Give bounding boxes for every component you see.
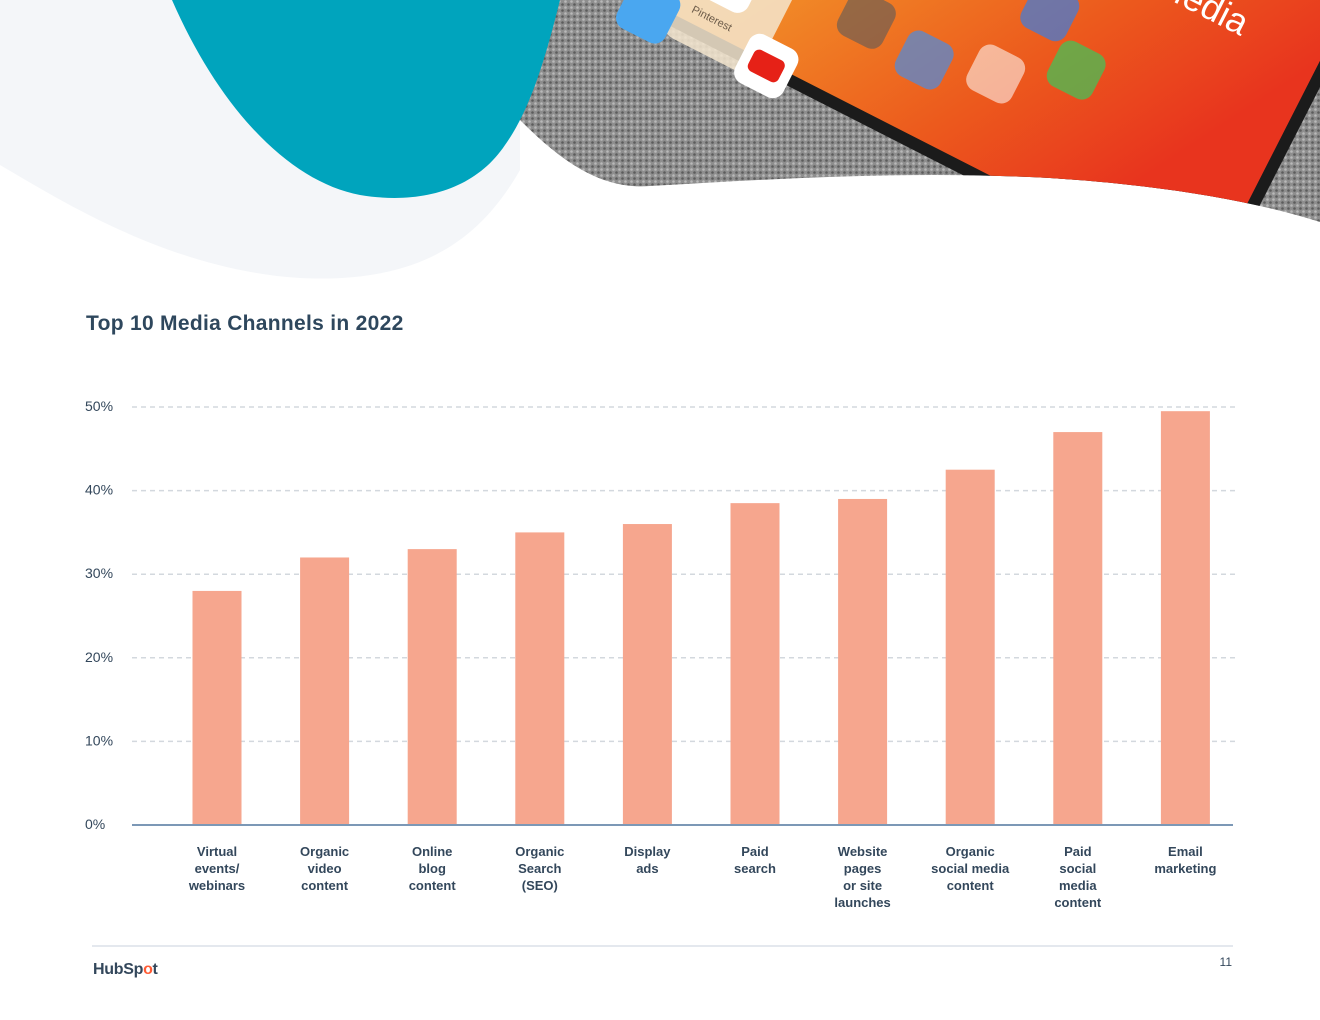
x-tick-label-line: search	[734, 861, 776, 876]
x-tick-label-line: Online	[411, 844, 453, 859]
y-tick-label: 40%	[85, 482, 113, 498]
bar	[945, 469, 995, 825]
y-tick-label: 30%	[85, 565, 113, 581]
bar	[1160, 411, 1210, 825]
x-tick-label-line: video	[307, 861, 342, 876]
x-tick-label-line: events/	[194, 861, 240, 876]
x-tick-label-line: Paid	[741, 844, 769, 859]
logo-text-2: t	[152, 961, 158, 978]
y-tick-label: 10%	[85, 732, 113, 748]
x-tick-label: Email marketing	[1130, 843, 1240, 877]
bar	[622, 524, 672, 825]
x-tick-label-line: Display	[624, 844, 671, 859]
x-tick-label: Paid search	[700, 843, 810, 877]
x-tick-label-line: Organic	[945, 844, 995, 859]
x-tick-label: Paid social media content	[1023, 843, 1133, 911]
x-tick-label-line: (SEO)	[521, 878, 558, 893]
x-tick-label-line: social	[1059, 861, 1097, 876]
x-tick-label-line: Paid	[1064, 844, 1092, 859]
x-tick-label-line: ads	[636, 861, 659, 876]
x-tick-label: Organic social media content	[915, 843, 1025, 894]
x-tick-label-line: marketing	[1154, 861, 1217, 876]
x-tick-label: Organic video content	[270, 843, 380, 894]
y-tick-label: 0%	[85, 816, 105, 832]
hero-illustration: P Pinterest Social Media	[0, 0, 1320, 279]
chart-canvas: 0% 10% 20% 30% 40% 50%	[85, 398, 1238, 832]
y-tick-label: 20%	[85, 649, 113, 665]
bar	[730, 503, 780, 825]
twitter-icon	[616, 0, 681, 44]
x-tick-label: Virtual events/webinars	[162, 843, 272, 894]
logo-text-1: HubSp	[93, 961, 144, 978]
chart-title: Top 10 Media Channels in 2022	[86, 312, 404, 335]
x-tick-label-line: content	[408, 878, 456, 893]
x-tick-label-line: or site	[843, 878, 883, 893]
bar	[1053, 432, 1103, 825]
y-tick-label: 50%	[85, 398, 113, 414]
x-tick-label-line: Email	[1168, 844, 1203, 859]
bar	[192, 590, 242, 825]
bar	[407, 549, 457, 825]
x-tick-label: Organic Search (SEO)	[485, 843, 595, 894]
x-tick-label-line: social media	[931, 861, 1010, 876]
logo-sprocket-letter: o	[143, 961, 153, 978]
x-tick-label-line: Website	[837, 844, 888, 859]
x-tick-label-line: Organic	[515, 844, 565, 859]
footer-divider	[92, 945, 1233, 947]
x-tick-label: Display ads	[592, 843, 702, 877]
hubspot-logo[interactable]: HubSpot	[93, 961, 158, 979]
x-tick-label-line: content	[1054, 895, 1102, 910]
x-tick-label: Online blog content	[377, 843, 487, 894]
bar-chart: 0% 10% 20% 30% 40% 50% Virtual events/webinars…	[0, 380, 1320, 940]
phone-photo: P Pinterest Social Media	[520, 0, 1320, 222]
x-tick-label-line: webinars	[188, 878, 246, 893]
page-number: 11	[1219, 955, 1232, 969]
x-tick-label-line: pages	[843, 861, 882, 876]
x-tick-label-line: Search	[518, 861, 562, 876]
x-tick-label-line: launches	[834, 895, 891, 910]
bar	[515, 532, 565, 825]
bar	[838, 498, 888, 825]
bar	[300, 557, 350, 825]
x-tick-label-line: content	[946, 878, 994, 893]
x-tick-label-line: Organic	[300, 844, 350, 859]
teal-blob	[172, 0, 560, 198]
x-tick-label-line: content	[301, 878, 349, 893]
x-tick-label: Website pages or site launches	[808, 843, 918, 911]
x-tick-label-line: blog	[418, 861, 446, 876]
x-tick-label-line: Virtual	[196, 844, 238, 859]
x-tick-label-line: media	[1059, 878, 1097, 893]
